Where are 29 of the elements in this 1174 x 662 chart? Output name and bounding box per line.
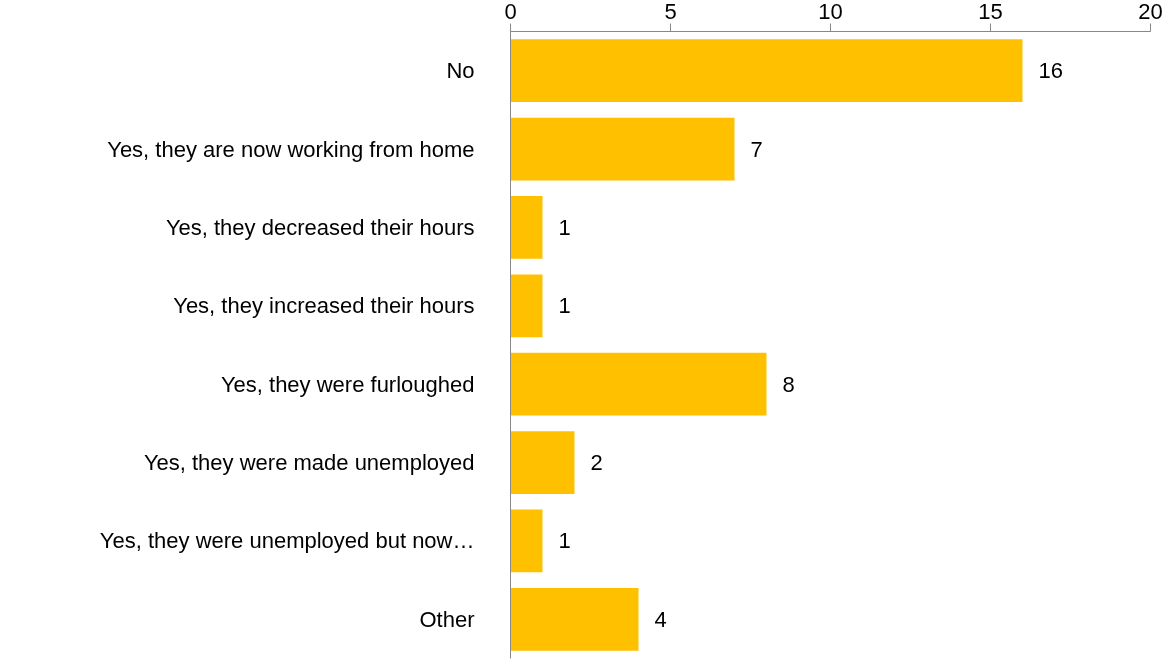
bar [510, 117, 735, 181]
y-tick-label: Yes, they increased their hours [173, 293, 475, 319]
bar [510, 431, 575, 494]
bar [510, 274, 543, 338]
x-tick-label: 5 [664, 0, 677, 24]
y-tick-label: Yes, they were furloughed [220, 371, 475, 397]
y-tick-label: Yes, they are now working from home [107, 136, 475, 162]
x-tick-label: 20 [1138, 0, 1163, 24]
bar [510, 587, 639, 651]
data-label: 16 [1038, 58, 1063, 84]
bar [510, 352, 767, 416]
data-label: 1 [558, 293, 571, 319]
data-label: 8 [782, 371, 795, 397]
x-tick-label: 0 [504, 0, 517, 24]
data-label: 4 [654, 606, 667, 632]
data-label: 2 [590, 450, 603, 476]
y-tick-label: Yes, they decreased their hours [165, 214, 475, 240]
y-tick-label: Yes, they were made unemployed [143, 450, 475, 476]
x-tick-label: 10 [818, 0, 843, 24]
y-tick-label: Other [419, 606, 475, 632]
bar [510, 39, 1023, 103]
y-tick-label: No [446, 58, 475, 84]
y-tick-label: Yes, they were unemployed but now… [99, 528, 475, 554]
data-label: 7 [750, 136, 763, 162]
bar [510, 196, 543, 259]
data-label: 1 [558, 528, 571, 554]
data-label: 1 [558, 214, 571, 240]
x-tick-label: 15 [978, 0, 1003, 24]
bar [510, 509, 543, 573]
